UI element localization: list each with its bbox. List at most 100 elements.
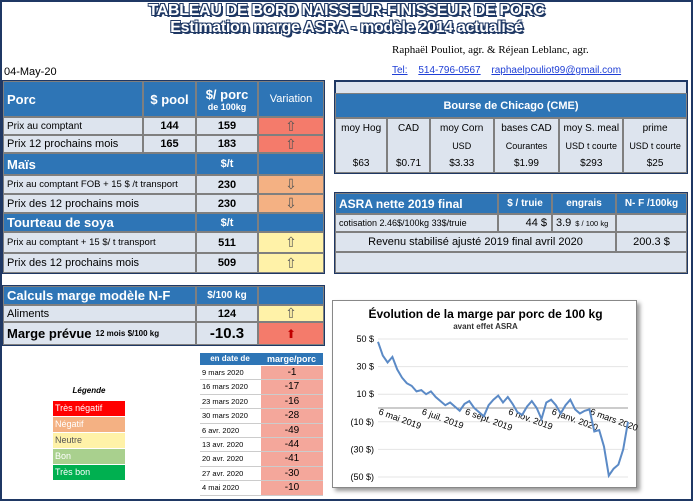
authors: Raphaël Pouliot, agr. & Réjean Leblanc, …	[392, 44, 589, 56]
calculs-title: Calculs marge modèle N-F	[3, 286, 196, 305]
cotisation-label: cotisation 2.46$/100kg 33$/truie	[335, 214, 498, 232]
mais-row-label: Prix au comptant FOB + 15 $ /t transport	[3, 175, 196, 194]
chicago-col-unit: Courantes	[505, 140, 548, 151]
history-date: 6 avr. 2020	[200, 424, 262, 438]
porc-row-value: 183	[196, 135, 258, 153]
chicago-col: bases CAD Courantes $1.99	[493, 118, 560, 173]
legend-item: Neutre	[53, 433, 125, 448]
up-arrow-icon: ⇧	[258, 135, 324, 153]
tel-label: Tel:	[392, 65, 408, 76]
history-date: 4 mai 2020	[200, 481, 262, 496]
history-row: 4 mai 2020 -10	[200, 481, 323, 496]
mais-row-value: 230	[196, 194, 258, 213]
title-line-2: Estimation marge ASRA - modèle 2014 actu…	[170, 19, 523, 36]
aliments-value: 124	[196, 305, 258, 322]
porc-col-per-porc: $/ porc de 100kg	[196, 81, 258, 117]
legend-item: Très bon	[53, 465, 125, 480]
chicago-title: Bourse de Chicago (CME)	[335, 93, 687, 118]
chicago-col: moy Hog $63	[335, 118, 388, 173]
asra-col-truie: $ / truie	[498, 193, 552, 214]
up-arrow-icon: ⇧	[258, 232, 324, 253]
chicago-col-unit: USD t courte	[629, 140, 681, 151]
engrais-cell: 3.9 $ / 100 kg	[552, 214, 616, 232]
chicago-col-name: moy Hog	[341, 122, 382, 134]
soya-title: Tourteau de soya	[3, 213, 196, 232]
calculs-unit: $/100 kg	[196, 286, 258, 305]
up-arrow-icon: ⇧	[258, 305, 324, 322]
porc-row-label: Prix au comptant	[3, 117, 143, 135]
x-tick-label: 6 nov. 2019	[507, 406, 554, 431]
chicago-col-name: prime	[642, 122, 668, 134]
chicago-col-value: $293	[580, 157, 603, 169]
y-tick-label: 30 $	[356, 362, 374, 372]
chicago-col: prime USD t courte $25	[623, 118, 687, 173]
chicago-col: moy S. meal USD t courte $293	[559, 118, 624, 173]
marge-sub: 12 mois $/100 kg	[95, 329, 160, 338]
email-link[interactable]: raphaelpouliot99@gmail.com	[491, 65, 622, 76]
history-value: -10	[261, 481, 323, 496]
chicago-col-name: CAD	[397, 122, 420, 134]
title-line-1: TABLEAU DE BORD NAISSEUR-FINISSEUR DE PO…	[148, 2, 545, 19]
soya-row-value: 509	[196, 253, 258, 273]
chicago-col-unit	[336, 137, 386, 154]
asra-title: ASRA nette 2019 final	[335, 193, 498, 214]
chicago-col-unit: USD t courte	[565, 140, 618, 151]
history-row: 13 avr. 2020 -44	[200, 437, 323, 453]
engrais-unit: $ / 100 kg	[575, 218, 609, 228]
history-date: 16 mars 2020	[200, 380, 262, 395]
x-tick-label: 6 mai 2019	[377, 406, 422, 431]
chicago-col-value: $1.99	[513, 157, 539, 169]
marge-label-cell: Marge prévue 12 mois $/100 kg	[3, 322, 196, 345]
porc-row-label: Prix 12 prochains mois	[3, 135, 143, 153]
porc-col-variation: Variation	[258, 81, 324, 117]
nf-empty-cell	[616, 214, 687, 232]
history-value: -49	[261, 423, 323, 438]
chicago-col-unit	[388, 137, 429, 154]
y-tick-label: (50 $)	[350, 472, 374, 482]
legend-item: Bon	[53, 449, 125, 464]
history-value: -41	[261, 452, 323, 467]
porc-title: Porc	[3, 81, 143, 117]
calculs-header-spacer	[258, 286, 324, 305]
y-tick-label: (30 $)	[350, 444, 374, 454]
up-arrow-icon: ⬆	[258, 322, 324, 345]
history-row: 9 mars 2020 -1	[200, 366, 323, 381]
legend-item: Négatif	[53, 417, 125, 432]
aliments-label: Aliments	[3, 305, 196, 322]
history-value: -17	[261, 380, 323, 395]
mais-header-spacer	[258, 153, 324, 175]
history-row: 27 avr. 2020 -30	[200, 466, 323, 482]
porc-col-per-porc-sub: de 100kg	[207, 101, 247, 112]
chicago-col-name: moy S. meal	[563, 122, 620, 134]
porc-col-pool: $ pool	[143, 81, 196, 117]
history-col-marge: marge/porc	[260, 353, 323, 365]
series-line	[377, 341, 629, 479]
phone-link[interactable]: 514-796-0567	[418, 65, 481, 76]
revenu-value: 200.3 $	[616, 232, 687, 252]
down-arrow-icon: ⇩	[258, 194, 324, 213]
porc-row-pool: 144	[143, 117, 196, 135]
chart-svg: 50 $ 30 $ 10 $ (10 $) (30 $) (50 $) 6 mai 2019…	[350, 334, 638, 482]
chart-subtitle: avant effet ASRA	[453, 322, 518, 331]
asra-empty-row	[335, 252, 687, 273]
up-arrow-icon: ⇧	[258, 117, 324, 135]
chicago-col: CAD $0.71	[387, 118, 430, 173]
soya-unit: $/t	[196, 213, 258, 232]
history-value: -16	[261, 394, 323, 410]
mais-row-value: 230	[196, 175, 258, 194]
history-date: 9 mars 2020	[200, 366, 262, 381]
marge-value: -10.3	[196, 322, 258, 345]
soya-row-label: Prix des 12 prochains mois	[3, 253, 196, 273]
chicago-col-value: $3.33	[449, 157, 475, 169]
history-date: 27 avr. 2020	[200, 467, 262, 482]
porc-row-pool: 165	[143, 135, 196, 153]
chicago-columns: moy Hog $63 CAD $0.71 moy Corn USD $3.33…	[335, 118, 687, 173]
mais-row-label: Prix des 12 prochains mois	[3, 194, 196, 213]
chart-title: Évolution de la marge par porc de 100 kg	[368, 307, 603, 321]
history-row: 30 mars 2020 -28	[200, 409, 323, 424]
truie-value: 44 $	[498, 214, 552, 232]
x-tick-label: 6 sept. 2019	[464, 406, 514, 432]
mais-unit: $/t	[196, 153, 258, 175]
up-arrow-icon: ⇧	[258, 253, 324, 273]
